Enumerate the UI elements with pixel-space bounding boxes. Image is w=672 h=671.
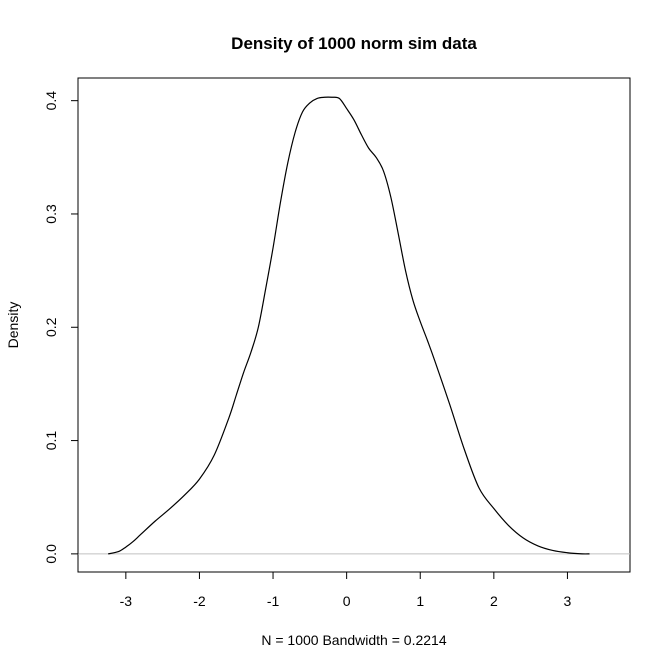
y-tick-label: 0.0: [43, 544, 59, 564]
y-axis-label: Density: [5, 302, 21, 349]
plot-frame: [77, 77, 631, 573]
x-tick-label: 1: [416, 593, 424, 609]
y-tick-label: 0.2: [43, 317, 59, 337]
x-tick-label: -1: [267, 593, 280, 609]
y-tick-label: 0.1: [43, 431, 59, 451]
x-tick-label: -2: [193, 593, 206, 609]
plot-area: -3 -2 -1 0 1 2 3 0.0 0.1 0.2 0.3 0.4: [43, 77, 631, 609]
density-line: [108, 96, 590, 555]
x-tick-label: 2: [490, 593, 498, 609]
x-tick-label: 3: [564, 593, 572, 609]
x-tick-label: -3: [120, 593, 133, 609]
x-axis-label: N = 1000 Bandwidth = 0.2214: [261, 632, 446, 648]
chart-title: Density of 1000 norm sim data: [231, 34, 477, 53]
x-tick-label: 0: [343, 593, 351, 609]
y-tick-label: 0.3: [43, 204, 59, 224]
y-tick-label: 0.4: [43, 91, 59, 111]
